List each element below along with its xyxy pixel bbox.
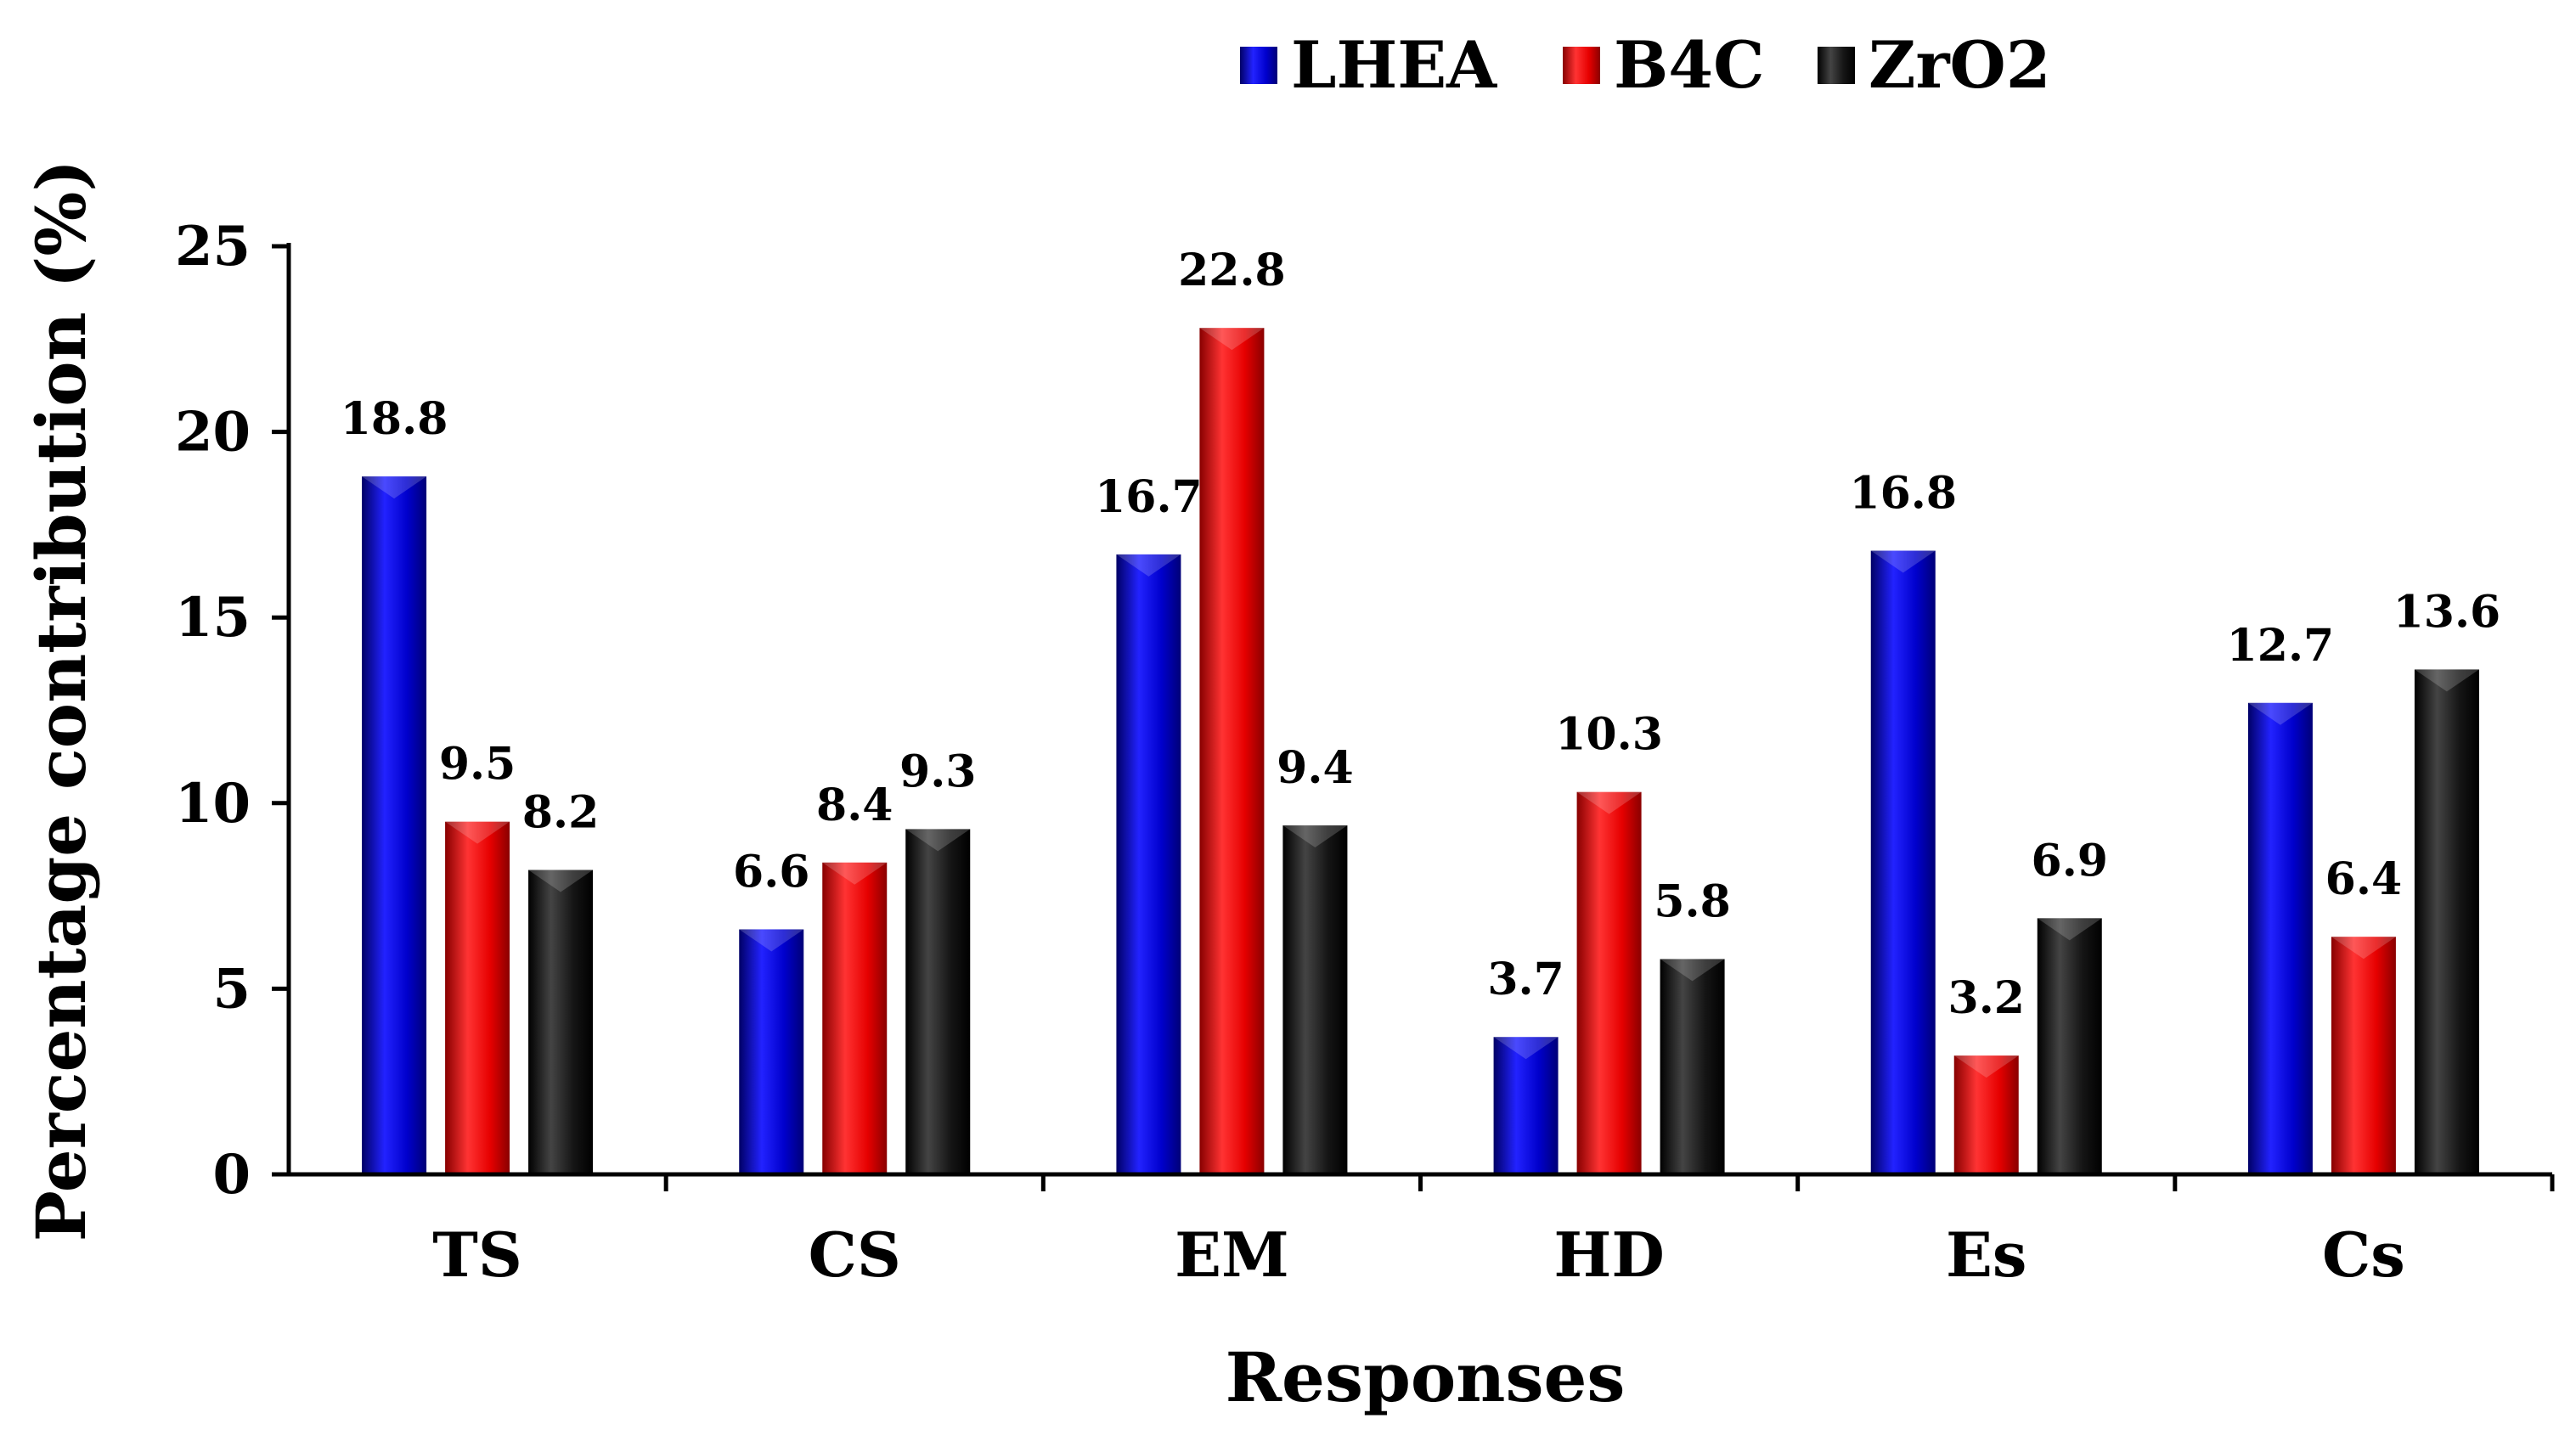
bar-b4c-cs — [822, 862, 888, 1174]
bar-b4c-hd — [1576, 791, 1642, 1174]
data-labels: 18.8 9.58.2 6.68.49.3 16.7 22.8 9.4 3.7 10.3 5.8… — [341, 245, 2500, 1024]
bar-zro2-ts — [528, 870, 594, 1174]
data-label-lhea-cs: 6.6 — [733, 846, 809, 898]
data-label-lhea-em: 16.7 — [1095, 471, 1203, 523]
data-label-zro2-es: 6.9 — [2032, 835, 2108, 887]
data-label-lhea-es: 16.8 — [1849, 468, 1957, 520]
bar-b4c-ts — [445, 821, 510, 1174]
bar-cap — [528, 870, 594, 892]
y-tick-label: 0 — [212, 1143, 251, 1207]
bar-lhea-cs — [739, 929, 804, 1174]
bar-cap — [2331, 937, 2396, 960]
bar-zro2-em — [1282, 825, 1348, 1174]
x-category-label: Cs — [2322, 1219, 2405, 1291]
data-label-b4c-cs: 6.4 — [2325, 853, 2402, 905]
y-tick-label: 15 — [175, 586, 251, 650]
bar-cap — [2037, 918, 2102, 941]
bar-zro2-cs — [905, 829, 971, 1174]
legend-label-b4c: B4C — [1614, 27, 1765, 103]
y-tick-label: 20 — [175, 401, 251, 464]
bar-b4c-cs — [2331, 937, 2396, 1174]
data-label-zro2-cs: 9.3 — [899, 746, 976, 797]
bar-lhea-ts — [362, 476, 427, 1174]
bar-zro2-cs — [2414, 669, 2479, 1174]
bar-cap — [1660, 959, 1725, 982]
bar-cap — [1953, 1055, 2019, 1078]
x-category-label: HD — [1553, 1219, 1664, 1291]
x-ticks: TS CS EM HD Es Cs — [432, 1174, 2555, 1291]
data-label-zro2-hd: 5.8 — [1654, 875, 1730, 927]
bar-lhea-em — [1116, 554, 1181, 1174]
legend: LHEA B4C ZrO2 — [1240, 27, 2051, 103]
bar-b4c-em — [1199, 328, 1265, 1175]
bar-lhea-hd — [1493, 1037, 1559, 1174]
bars — [362, 328, 2479, 1175]
data-label-zro2-em: 9.4 — [1277, 742, 1353, 794]
bar-cap — [1282, 825, 1348, 848]
data-label-b4c-em: 22.8 — [1178, 245, 1286, 296]
bar-cap — [2247, 702, 2313, 725]
x-axis-title: Responses — [1226, 1337, 1626, 1417]
x-category-label: Es — [1946, 1219, 2026, 1291]
bar-zro2-hd — [1660, 959, 1725, 1174]
x-category-label: TS — [432, 1219, 522, 1291]
bar-cap — [822, 862, 888, 885]
bar-lhea-cs — [2247, 702, 2313, 1174]
data-label-b4c-cs: 8.4 — [816, 780, 893, 831]
y-tick-label: 5 — [212, 957, 251, 1021]
x-category-label: EM — [1175, 1219, 1289, 1291]
data-label-b4c-hd: 10.3 — [1555, 709, 1663, 761]
bar-cap — [1576, 791, 1642, 814]
legend-swatch-b4c — [1563, 47, 1600, 84]
bar-zro2-es — [2037, 918, 2102, 1174]
x-category-label: CS — [809, 1219, 901, 1291]
bar-cap — [1870, 550, 1936, 573]
data-label-lhea-cs: 12.7 — [2227, 620, 2335, 672]
y-axis-title: Percentage contribution (%) — [21, 160, 101, 1242]
data-label-lhea-hd: 3.7 — [1487, 954, 1564, 1005]
bar-cap — [905, 829, 971, 852]
bar-b4c-es — [1953, 1055, 2019, 1174]
y-ticks: 0 5 10 15 20 25 — [175, 215, 289, 1207]
data-label-zro2-ts: 8.2 — [522, 786, 599, 838]
bar-cap — [2414, 669, 2479, 692]
legend-swatch-lhea — [1240, 47, 1277, 84]
axes: 0 5 10 15 20 25 TS CS EM HD Es Cs — [175, 215, 2555, 1291]
bar-cap — [362, 476, 427, 499]
bar-cap — [1493, 1037, 1559, 1060]
bar-cap — [445, 821, 510, 844]
bar-cap — [1199, 328, 1265, 351]
data-label-b4c-es: 3.2 — [1948, 972, 2025, 1024]
y-tick-label: 10 — [175, 772, 251, 836]
y-tick-label: 25 — [175, 215, 251, 279]
bar-cap — [739, 929, 804, 952]
legend-label-lhea: LHEA — [1291, 27, 1497, 103]
data-label-lhea-ts: 18.8 — [341, 393, 448, 445]
data-label-zro2-cs: 13.6 — [2393, 586, 2501, 638]
bar-cap — [1116, 554, 1181, 577]
legend-label-zro2: ZrO2 — [1869, 27, 2051, 103]
legend-swatch-zro2 — [1818, 47, 1855, 84]
data-label-b4c-ts: 9.5 — [439, 739, 516, 791]
bar-lhea-es — [1870, 550, 1936, 1174]
